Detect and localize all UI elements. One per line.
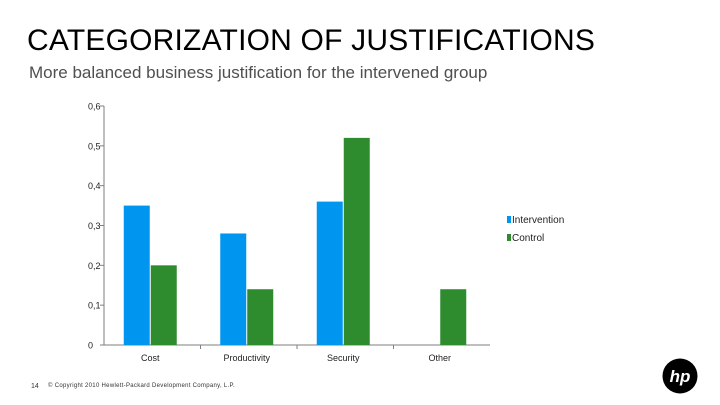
y-tick-label: 0,5: [88, 141, 101, 151]
x-tick-label: Security: [327, 353, 360, 363]
slide-title: CATEGORIZATION OF JUSTIFICATIONS: [27, 24, 596, 57]
legend-swatch-intervention: [507, 216, 511, 223]
legend-label-control: Control: [512, 233, 544, 244]
hp-logo-text: hp: [670, 367, 691, 386]
bar-control-security: [343, 137, 370, 345]
x-tick-label: Productivity: [223, 353, 270, 363]
x-tick-label: Other: [428, 353, 451, 363]
bar-intervention-productivity: [220, 233, 247, 345]
y-tick-label: 0,1: [88, 301, 101, 311]
copyright-notice: © Copyright 2010 Hewlett-Packard Develop…: [48, 383, 236, 389]
legend-label-intervention: Intervention: [512, 215, 564, 226]
bar-control-other: [440, 289, 467, 345]
legend-swatch-control: [507, 234, 511, 241]
x-tick-label: Cost: [141, 353, 160, 363]
y-tick-label: 0,4: [88, 181, 101, 191]
bar-intervention-security: [316, 201, 343, 345]
y-tick-label: 0: [88, 341, 93, 351]
hp-logo-icon: hp: [662, 358, 698, 394]
bar-intervention-cost: [123, 205, 150, 345]
y-tick-label: 0,6: [88, 102, 101, 112]
page-number: 14: [31, 383, 39, 390]
bar-control-cost: [150, 265, 177, 345]
bar-control-productivity: [247, 289, 274, 345]
y-tick-label: 0,2: [88, 261, 101, 271]
y-tick-label: 0,3: [88, 221, 101, 231]
slide-subtitle: More balanced business justification for…: [29, 63, 488, 82]
